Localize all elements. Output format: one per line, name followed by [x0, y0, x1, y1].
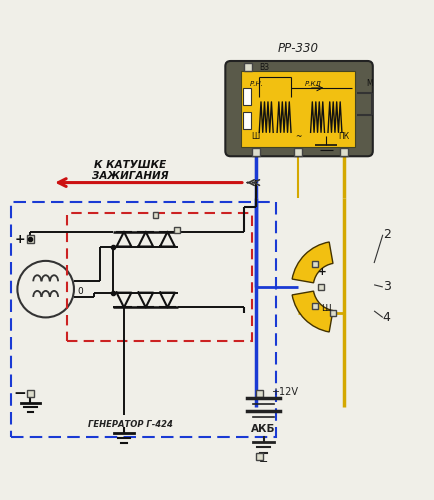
Bar [243, 63, 251, 71]
Bar [329, 310, 335, 316]
Bar [312, 261, 318, 267]
Wedge shape [292, 291, 332, 332]
Text: 0: 0 [77, 287, 83, 296]
Bar [243, 88, 250, 106]
Text: ГЕНЕРАТОР Г-424: ГЕНЕРАТОР Г-424 [88, 420, 172, 429]
Text: РР-330: РР-330 [277, 42, 318, 56]
Bar [243, 112, 250, 130]
Bar [255, 390, 262, 397]
Bar [67, 213, 252, 342]
Bar [251, 148, 259, 156]
Text: +: + [14, 232, 25, 245]
Bar [293, 148, 301, 156]
Text: ВЗ: ВЗ [258, 62, 268, 72]
Text: 4: 4 [382, 311, 390, 324]
Text: АКБ: АКБ [251, 424, 275, 434]
Text: ПК: ПК [337, 132, 349, 141]
Text: М: М [365, 78, 372, 88]
Bar [312, 302, 318, 309]
Text: −: − [13, 386, 26, 401]
FancyBboxPatch shape [225, 61, 372, 156]
Text: Р.Н.: Р.Н. [249, 80, 263, 86]
Bar [152, 212, 158, 218]
Bar [26, 235, 34, 243]
FancyBboxPatch shape [241, 70, 354, 146]
Bar [26, 390, 34, 398]
Text: Ш: Ш [251, 132, 259, 141]
Text: Ш: Ш [321, 304, 330, 313]
Text: +: + [317, 267, 326, 277]
Bar [317, 284, 323, 290]
Bar [11, 202, 276, 437]
Text: К КАТУШКЕ: К КАТУШКЕ [94, 160, 166, 170]
Bar [174, 226, 180, 232]
Text: ЗАЖИГАНИЯ: ЗАЖИГАНИЯ [92, 171, 168, 181]
Text: 3: 3 [382, 280, 390, 293]
Bar [339, 148, 347, 156]
Text: Р.КЛ: Р.КЛ [304, 80, 321, 86]
Bar [255, 453, 262, 460]
Text: 2: 2 [382, 228, 390, 241]
Text: −: − [258, 456, 268, 466]
Text: +12V: +12V [271, 387, 298, 397]
Wedge shape [292, 242, 332, 283]
Text: ~: ~ [294, 132, 300, 141]
